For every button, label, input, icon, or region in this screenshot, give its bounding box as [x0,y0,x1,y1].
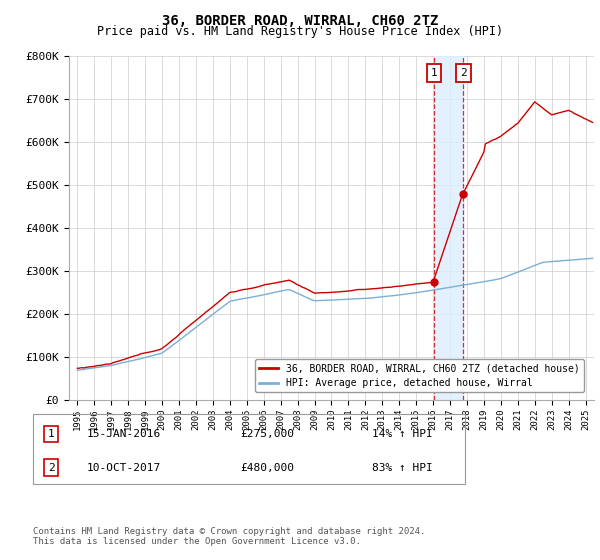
Text: 1: 1 [430,68,437,78]
Legend: 36, BORDER ROAD, WIRRAL, CH60 2TZ (detached house), HPI: Average price, detached: 36, BORDER ROAD, WIRRAL, CH60 2TZ (detac… [255,360,584,392]
Text: 2: 2 [47,463,55,473]
Text: Price paid vs. HM Land Registry's House Price Index (HPI): Price paid vs. HM Land Registry's House … [97,25,503,38]
Text: £275,000: £275,000 [240,429,294,439]
Text: 14% ↑ HPI: 14% ↑ HPI [372,429,433,439]
Text: £480,000: £480,000 [240,463,294,473]
Text: 10-OCT-2017: 10-OCT-2017 [87,463,161,473]
Text: 83% ↑ HPI: 83% ↑ HPI [372,463,433,473]
Text: 2: 2 [460,68,467,78]
Text: 15-JAN-2016: 15-JAN-2016 [87,429,161,439]
Text: 1: 1 [47,429,55,439]
Bar [434,56,463,400]
Text: 36, BORDER ROAD, WIRRAL, CH60 2TZ: 36, BORDER ROAD, WIRRAL, CH60 2TZ [162,14,438,28]
Text: Contains HM Land Registry data © Crown copyright and database right 2024.
This d: Contains HM Land Registry data © Crown c… [33,526,425,546]
